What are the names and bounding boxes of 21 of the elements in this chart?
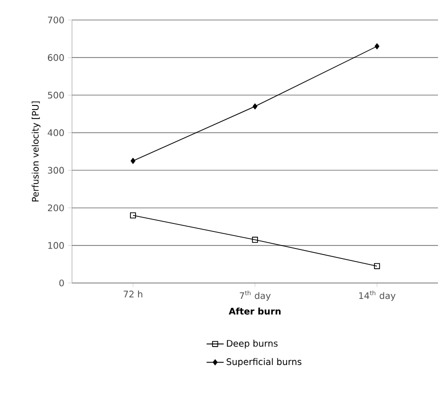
point — [374, 43, 380, 50]
x-tick-label: 7$^{th}$ day — [240, 290, 271, 301]
y-tick-label: 600 — [48, 54, 64, 61]
y-axis-title: Perfusion velocity [PU] — [32, 101, 40, 202]
point — [374, 263, 380, 270]
y-tick-label: 400 — [48, 129, 64, 136]
x-tick-label: 14$^{th}$ day — [359, 290, 396, 301]
y-tick-label: 500 — [48, 92, 64, 99]
point — [252, 103, 258, 110]
point — [252, 236, 258, 243]
y-tick-label: 0 — [59, 280, 64, 286]
x-tick-label: 72 h — [124, 290, 142, 298]
y-tick-label: 300 — [48, 166, 64, 174]
legend-label: Deep burns — [226, 340, 278, 348]
y-tick-label: 200 — [48, 204, 64, 212]
point — [130, 158, 136, 164]
y-tick-label: 700 — [48, 16, 64, 24]
legend-label: Superficial burns — [226, 358, 302, 367]
y-tick-label: 100 — [48, 242, 64, 249]
x-axis-title: After burn — [228, 308, 281, 315]
point — [130, 212, 136, 218]
